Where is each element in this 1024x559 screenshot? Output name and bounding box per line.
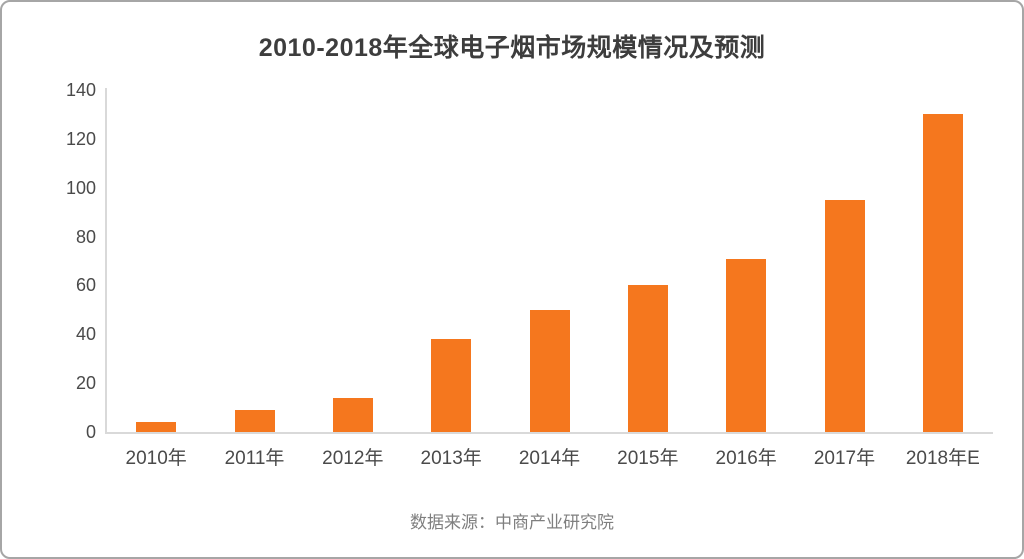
x-axis-label: 2011年 <box>224 448 285 469</box>
bar-2014年 <box>529 309 570 432</box>
data-source-text: 数据来源：中商产业研究院 <box>410 513 614 532</box>
y-axis-line <box>105 88 107 434</box>
chart-title: 2010-2018年全球电子烟市场规模情况及预测 <box>258 34 766 62</box>
y-axis-tick-label: 120 <box>65 128 96 149</box>
x-axis-label: 2013年 <box>420 448 482 469</box>
y-axis-tick-label: 0 <box>85 422 96 442</box>
x-axis-label: 2018年E <box>905 448 980 469</box>
bar-2016年 <box>726 258 767 432</box>
x-axis-label: 2012年 <box>322 448 384 469</box>
bar-2011年 <box>234 410 275 432</box>
x-axis-label: 2016年 <box>715 448 777 469</box>
x-axis-label: 2014年 <box>518 448 581 469</box>
bar-2017年 <box>824 199 865 432</box>
y-axis-tick-label: 140 <box>65 80 96 100</box>
y-axis-tick-label: 80 <box>75 226 96 247</box>
bar-2018年E <box>922 114 963 432</box>
x-axis-label: 2017年 <box>813 448 876 469</box>
x-axis-label: 2015年 <box>617 448 679 469</box>
y-axis-tick-label: 40 <box>75 324 96 345</box>
x-axis-label: 2010年 <box>125 448 187 469</box>
y-axis-tick-label: 20 <box>75 373 96 394</box>
y-axis-tick-label: 60 <box>75 275 96 296</box>
x-axis-line <box>105 432 993 434</box>
bar-2013年 <box>431 339 472 432</box>
y-axis-tick-label: 100 <box>65 177 96 198</box>
bar-2012年 <box>332 397 373 432</box>
bar-2015年 <box>627 285 668 432</box>
bar-2010年 <box>136 422 177 432</box>
